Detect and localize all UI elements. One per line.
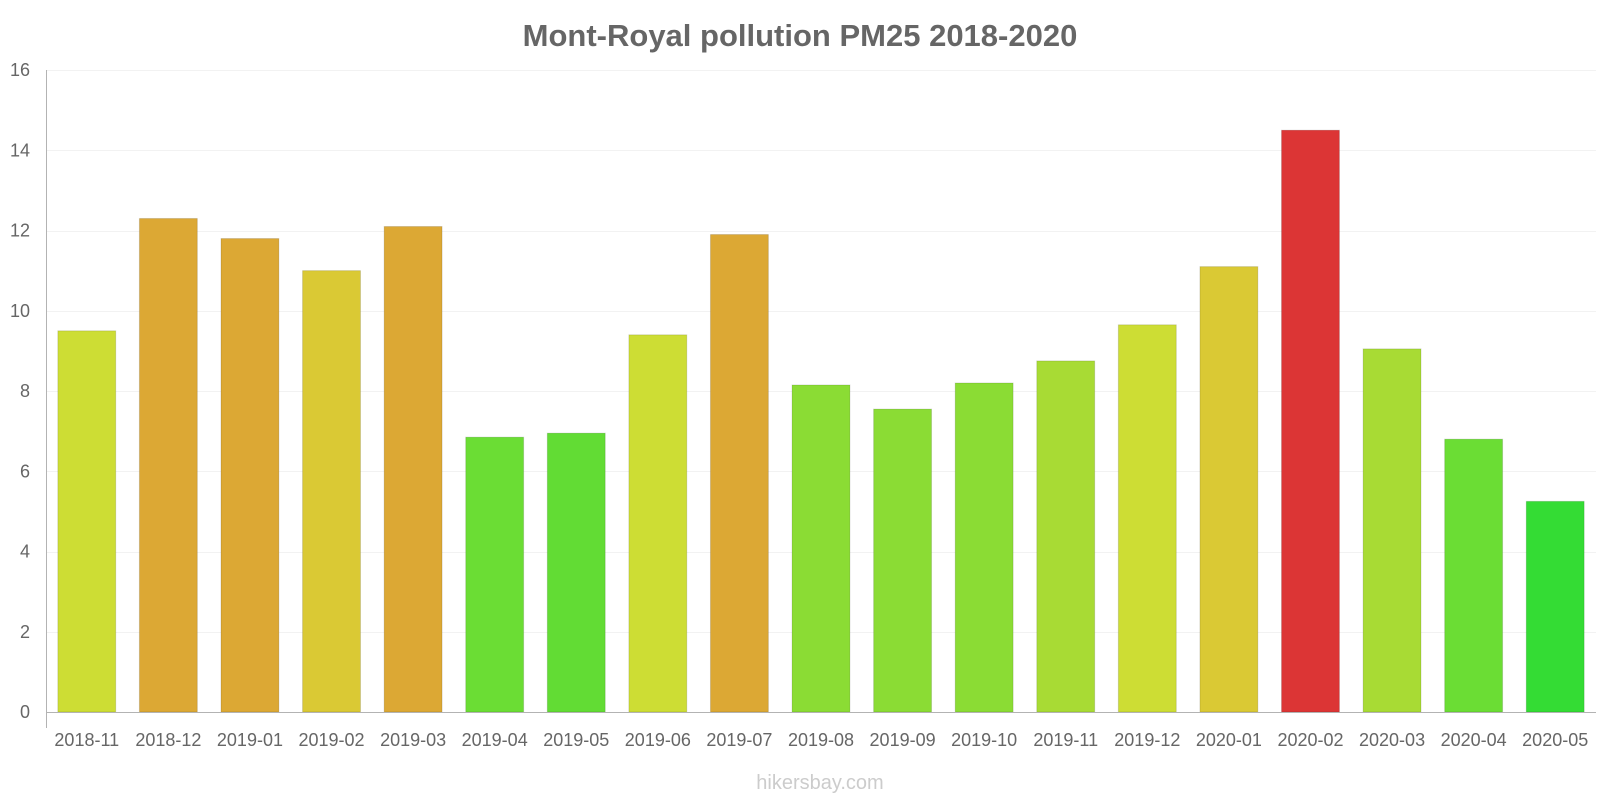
y-tick-label: 0 xyxy=(20,702,30,722)
bar-2018-12[interactable] xyxy=(138,217,198,713)
x-tick-label: 2020-03 xyxy=(1359,730,1425,750)
bar-2019-02[interactable] xyxy=(302,270,361,713)
y-tick-label: 2 xyxy=(20,622,30,642)
x-tick-label: 2019-06 xyxy=(625,730,691,750)
bar-2020-04[interactable] xyxy=(1444,438,1504,713)
bar-2019-03[interactable] xyxy=(383,225,443,713)
bar-2019-07[interactable] xyxy=(709,234,769,713)
x-tick-label: 2019-03 xyxy=(380,730,446,750)
bar-2020-03[interactable] xyxy=(1362,348,1422,713)
y-tick-label: 10 xyxy=(10,301,30,321)
y-tick-label: 14 xyxy=(10,140,30,160)
x-tick-label: 2019-05 xyxy=(543,730,609,750)
y-tick-label: 4 xyxy=(20,542,30,562)
bar-2019-12[interactable] xyxy=(1117,324,1177,713)
chart-title: Mont-Royal pollution PM25 2018-2020 xyxy=(523,18,1078,53)
bar-2019-04[interactable] xyxy=(465,436,525,713)
x-axis-ticks: 2018-11 2018-12 2019-01 2019-02 2019-03 2019-… xyxy=(46,712,1588,750)
x-tick-label: 2019-09 xyxy=(870,730,936,750)
bar-2020-02[interactable] xyxy=(1281,129,1340,713)
x-tick-label: 2019-10 xyxy=(951,730,1017,750)
y-tick-label: 12 xyxy=(10,221,30,241)
x-tick-label: 2018-11 xyxy=(54,730,119,750)
x-tick-label: 2019-07 xyxy=(706,730,772,750)
bar-2020-01[interactable] xyxy=(1199,266,1259,713)
bars xyxy=(57,129,1585,713)
bar-2019-09[interactable] xyxy=(873,408,933,713)
x-tick-label: 2019-02 xyxy=(298,730,364,750)
x-tick-label: 2020-02 xyxy=(1277,730,1343,750)
bar-2019-10[interactable] xyxy=(954,382,1014,713)
x-tick-label: 2019-11 xyxy=(1033,730,1098,750)
bar-2020-05[interactable] xyxy=(1525,500,1585,713)
x-tick-label: 2019-04 xyxy=(462,730,528,750)
x-tick-label: 2020-01 xyxy=(1196,730,1262,750)
x-tick-label: 2019-01 xyxy=(217,730,283,750)
y-tick-label: 16 xyxy=(10,60,30,80)
x-tick-label: 2020-04 xyxy=(1441,730,1507,750)
bar-2019-11[interactable] xyxy=(1036,360,1096,713)
y-tick-label: 6 xyxy=(20,461,30,481)
bar-2018-11[interactable] xyxy=(57,330,117,713)
x-tick-label: 2019-08 xyxy=(788,730,854,750)
bar-2019-01[interactable] xyxy=(220,238,280,713)
y-tick-label: 8 xyxy=(20,381,30,401)
watermark: hikersbay.com xyxy=(756,772,883,794)
x-tick-label: 2020-05 xyxy=(1522,730,1588,750)
x-tick-label: 2019-12 xyxy=(1114,730,1180,750)
y-axis-ticks: 0 2 4 6 8 10 12 14 16 xyxy=(10,60,30,722)
x-tick-label: 2018-12 xyxy=(135,730,201,750)
bar-2019-08[interactable] xyxy=(791,384,851,713)
bar-2019-05[interactable] xyxy=(546,432,606,713)
bar-2019-06[interactable] xyxy=(628,334,688,713)
